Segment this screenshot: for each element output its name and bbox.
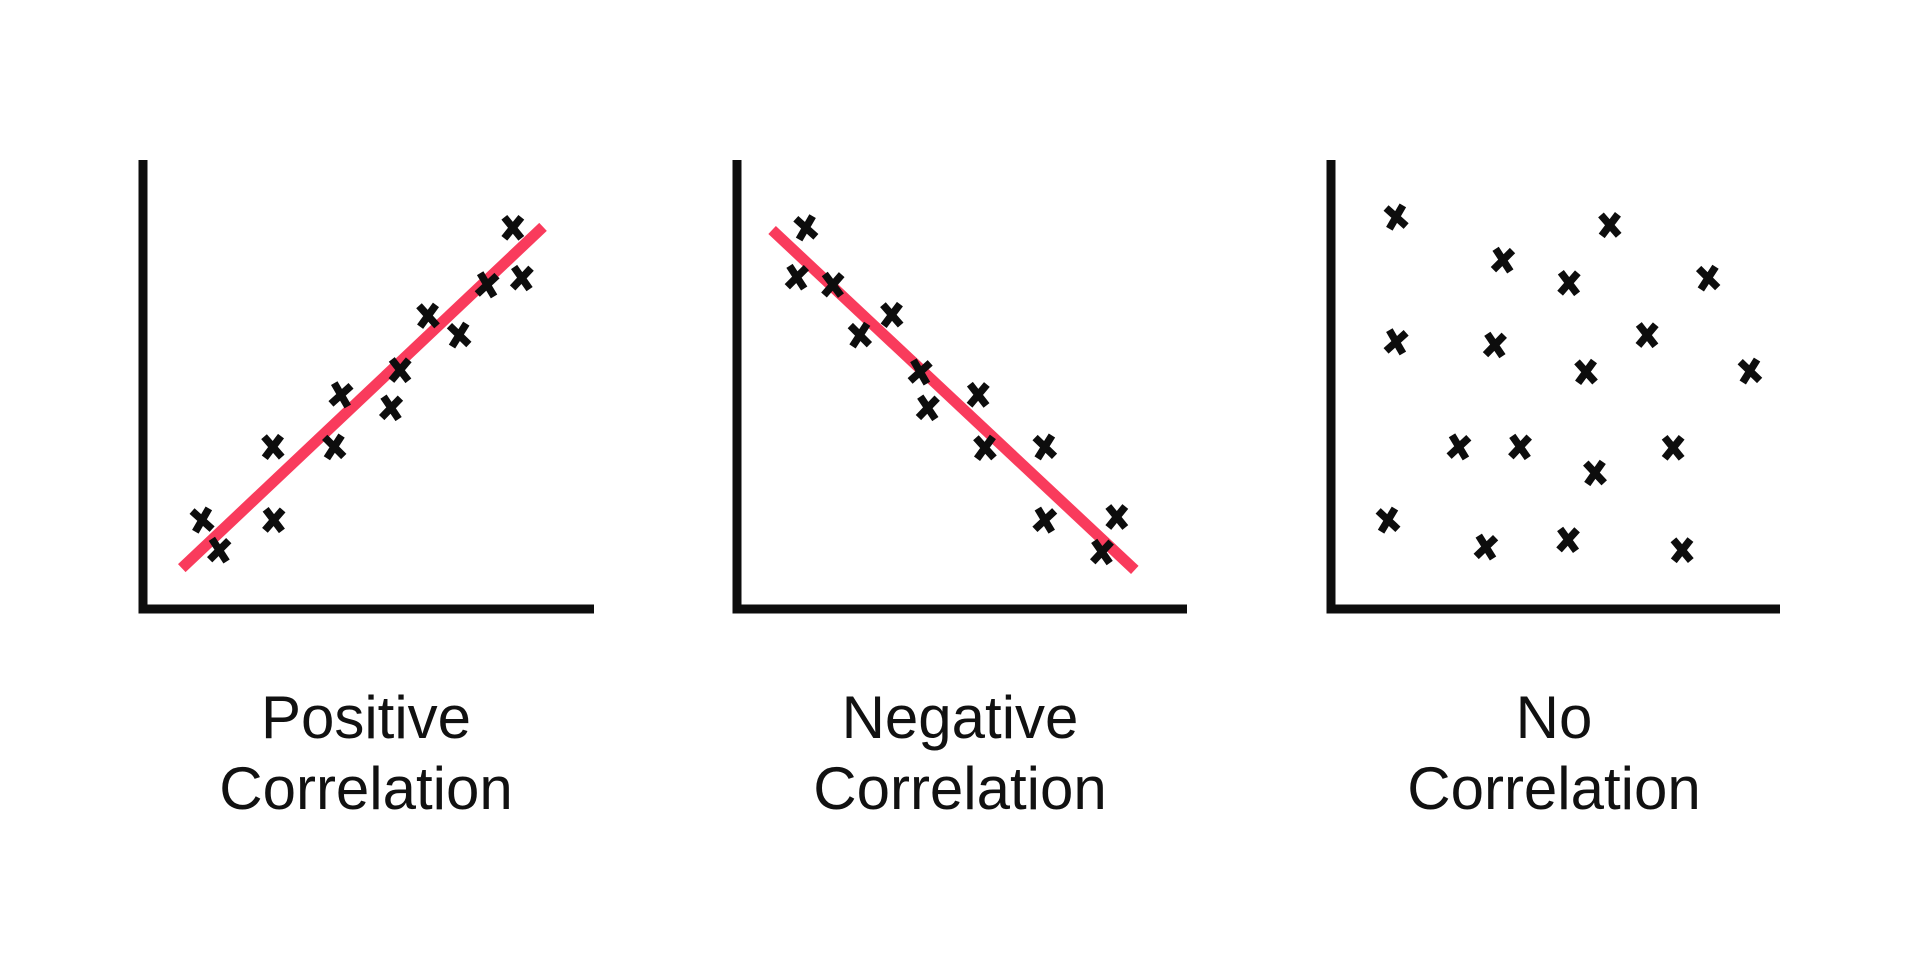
caption-line: Correlation <box>1407 755 1701 822</box>
x-marker <box>1583 459 1607 487</box>
x-marker <box>446 321 472 349</box>
x-marker <box>207 536 232 564</box>
x-marker <box>1508 433 1532 461</box>
x-marker <box>966 381 990 408</box>
x-marker <box>1089 538 1114 566</box>
x-marker <box>388 357 412 384</box>
x-marker <box>1598 212 1622 239</box>
x-marker <box>1473 533 1499 561</box>
x-marker <box>1556 526 1580 553</box>
x-marker <box>880 301 904 328</box>
x-marker <box>847 321 873 349</box>
x-marker <box>1635 322 1659 349</box>
x-marker <box>1670 537 1694 564</box>
x-marker <box>474 271 500 299</box>
x-marker <box>821 271 845 298</box>
x-marker <box>907 358 933 386</box>
caption-negative-correlation: Negative Correlation <box>750 682 1170 824</box>
caption-line: Correlation <box>219 755 513 822</box>
caption-line: No <box>1515 684 1593 751</box>
caption-line: Correlation <box>813 755 1107 822</box>
x-marker <box>915 394 940 422</box>
chart-axes <box>138 160 594 614</box>
x-marker <box>328 381 354 409</box>
x-marker <box>784 263 810 291</box>
caption-line: Negative <box>841 684 1079 751</box>
chart-axes <box>1326 160 1780 614</box>
x-marker <box>501 214 525 241</box>
x-marker <box>1383 328 1409 356</box>
x-marker <box>1695 264 1721 292</box>
x-marker <box>1737 357 1763 385</box>
chart-axes <box>732 160 1187 614</box>
x-marker <box>1375 506 1401 534</box>
caption-line: Positive <box>260 684 472 751</box>
x-marker <box>1557 269 1581 297</box>
x-marker <box>1032 433 1058 461</box>
x-marker <box>509 264 534 292</box>
x-marker <box>793 214 819 242</box>
x-marker <box>1482 331 1507 359</box>
caption-no-correlation: No Correlation <box>1344 682 1764 824</box>
x-marker <box>322 433 347 461</box>
x-marker <box>1032 506 1058 534</box>
caption-positive-correlation: Positive Correlation <box>156 682 576 824</box>
x-marker <box>416 302 440 329</box>
x-marker <box>973 434 997 461</box>
x-marker <box>1490 246 1516 274</box>
x-marker <box>261 433 285 460</box>
x-marker <box>378 394 404 422</box>
x-marker <box>1574 358 1598 386</box>
x-marker <box>1383 203 1409 231</box>
x-marker <box>1661 434 1685 461</box>
x-marker <box>1446 433 1472 461</box>
x-marker <box>262 507 286 534</box>
x-marker <box>1105 504 1129 530</box>
x-marker <box>189 506 215 534</box>
